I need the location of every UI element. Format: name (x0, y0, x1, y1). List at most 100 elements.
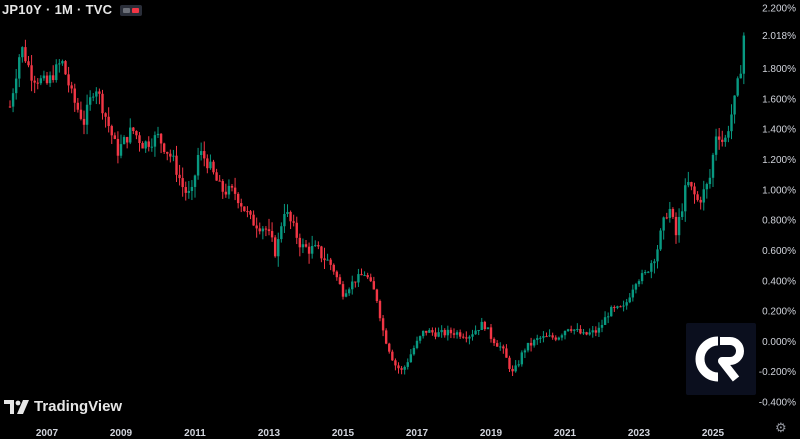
x-tick-label: 2009 (110, 428, 133, 439)
candle-body (680, 211, 684, 217)
candle-body (585, 332, 588, 335)
candle-body (458, 332, 462, 337)
candle-body (230, 185, 234, 188)
candle-body (357, 274, 360, 283)
candle-body (588, 332, 591, 335)
candle-body (431, 330, 434, 333)
candle-body (677, 216, 681, 236)
chart-settings-button[interactable]: ⚙ (775, 420, 787, 436)
candle-body (628, 297, 631, 303)
candle-body (292, 221, 295, 223)
candle-body (702, 189, 705, 203)
candle-body (187, 190, 191, 193)
time-axis[interactable]: 2007 2009 2011 2013 2015 2017 2019 2021 2023 2025 (36, 428, 725, 439)
y-tick-label: 2.200% (762, 4, 796, 15)
candle-body (452, 333, 456, 335)
candle-body (603, 317, 607, 325)
candle-body (647, 271, 650, 273)
candle-body (295, 222, 298, 238)
candle-body (233, 187, 237, 194)
candle-body (332, 264, 335, 272)
price-axis[interactable]: 2.200% 2.018% 1.800% 1.600% 1.400% 1.200% 1.00… (759, 4, 796, 409)
y-tick-label: 1.400% (762, 125, 796, 136)
candle-body (335, 271, 339, 278)
candle-body (400, 368, 403, 370)
candle-body (122, 137, 126, 145)
candle-body (468, 336, 471, 339)
y-tick-label: 1.000% (762, 185, 796, 196)
candle-body (323, 258, 326, 261)
x-tick-label: 2025 (702, 428, 725, 439)
candle-body (79, 109, 83, 119)
candle-body (82, 118, 86, 125)
candle-body (542, 336, 545, 338)
candle-body (255, 225, 258, 229)
candle-body (532, 339, 536, 346)
y-tick-label: -0.400% (759, 398, 796, 409)
tradingview-logo-icon (4, 399, 29, 414)
candle-body (502, 346, 505, 349)
candle-body (489, 327, 493, 339)
candle-body (582, 332, 585, 334)
y-tick-label: 1.200% (762, 155, 796, 166)
candle-body (264, 228, 268, 230)
candle-body (569, 329, 573, 331)
candle-body (45, 75, 49, 84)
candle-body (240, 203, 243, 207)
candle-body (671, 208, 675, 217)
candle-body (166, 151, 169, 154)
candle-body (708, 177, 712, 185)
candle-body (317, 245, 320, 247)
candle-body (520, 352, 524, 365)
candle-body (606, 316, 610, 318)
candle-body (277, 239, 280, 257)
candle-body (394, 360, 397, 366)
candle-body (138, 135, 141, 144)
candle-body (206, 158, 209, 169)
candle-body (625, 302, 628, 306)
candle-body (492, 338, 496, 344)
candle-body (717, 136, 721, 140)
candle-body (455, 332, 459, 335)
candle-body (378, 301, 382, 319)
candle-body (557, 337, 561, 340)
x-tick-label: 2017 (406, 428, 429, 439)
title-separator: · (46, 2, 51, 17)
candle-body (721, 139, 724, 142)
candles-group (8, 32, 746, 377)
symbol-title[interactable]: JP10Y · 1M · TVC (2, 2, 143, 17)
candle-body (215, 172, 218, 181)
candle-body (551, 335, 554, 338)
candle-body (76, 102, 80, 110)
tradingview-watermark: TradingView (4, 398, 122, 415)
candle-body (283, 213, 286, 227)
candle-body (113, 135, 117, 139)
candle-body (27, 61, 30, 66)
candle-body (742, 35, 746, 74)
candle-body (153, 135, 157, 147)
symbol-name: JP10Y (2, 2, 43, 17)
x-tick-label: 2023 (628, 428, 651, 439)
candle-body (298, 237, 302, 248)
candle-body (736, 78, 739, 96)
candle-body (141, 143, 144, 149)
candle-body (511, 368, 514, 372)
candle-body (696, 194, 699, 200)
candle-body (656, 249, 659, 262)
candle-body (443, 330, 446, 336)
candle-body (55, 64, 58, 81)
candle-body (690, 182, 693, 187)
candle-body (249, 211, 252, 215)
candle-body (462, 336, 465, 338)
candle-body (85, 104, 89, 125)
candle-body (310, 245, 314, 254)
candle-body (280, 226, 283, 240)
candle-body (119, 144, 123, 156)
candle-body (634, 284, 638, 290)
candle-body (650, 263, 653, 272)
candle-body (8, 106, 12, 108)
candle-body (184, 187, 187, 193)
candle-body (526, 342, 530, 351)
candle-body (372, 281, 376, 290)
